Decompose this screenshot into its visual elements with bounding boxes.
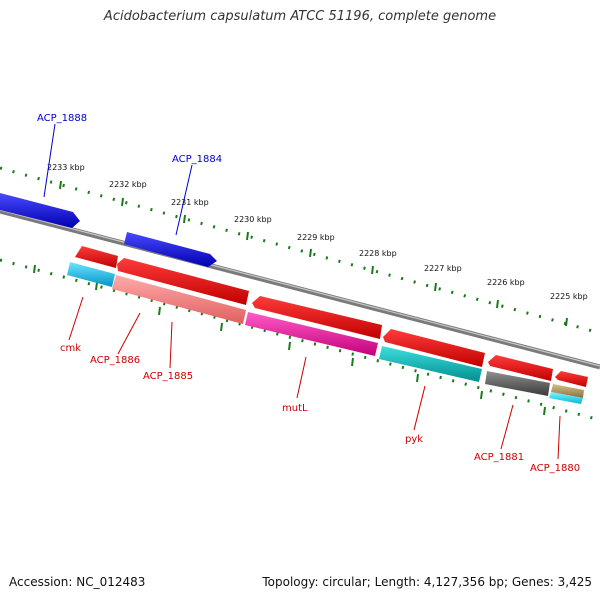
gene-row1-arrow[interactable] [117, 258, 249, 305]
tick-labels: 2233 kbp 2232 kbp 2231 kbp 2230 kbp 2229… [47, 163, 588, 301]
gene-acp1880-block[interactable] [551, 384, 584, 398]
gene-label-acp1885[interactable]: ACP_1885 [143, 371, 193, 382]
gene-acp1880-block[interactable] [549, 392, 583, 404]
page-title: Acidobacterium capsulatum ATCC 51196, co… [103, 9, 497, 24]
gene-label-acp1880[interactable]: ACP_1880 [530, 463, 580, 474]
gene-acp1886-block[interactable] [112, 275, 246, 324]
tick-label: 2233 kbp [47, 163, 85, 172]
genome-backbone [0, 208, 600, 370]
gene-pyk-block[interactable] [379, 346, 482, 382]
gene-row1-arrow[interactable] [383, 329, 485, 367]
gene-label-acp1884[interactable]: ACP_1884 [172, 154, 222, 165]
tick-label: 2226 kbp [487, 278, 525, 287]
inner-major-ticks [33, 264, 546, 416]
gene-row1-arrow[interactable] [75, 246, 118, 268]
genome-summary-text: Topology: circular; Length: 4,127,356 bp… [262, 575, 592, 589]
tick-label: 2229 kbp [297, 233, 335, 242]
accession-text: Accession: NC_012483 [9, 575, 146, 589]
gene-label-cmk[interactable]: cmk [60, 343, 81, 354]
gene-label-mutl[interactable]: mutL [282, 403, 308, 414]
gene-labels: ACP_1888 ACP_1884 cmk ACP_1886 ACP_1885 … [37, 113, 580, 474]
gene-row1-arrow[interactable] [252, 296, 382, 339]
tick-label: 2230 kbp [234, 215, 272, 224]
tick-label: 2231 kbp [171, 198, 209, 207]
outer-major-ticks [59, 180, 568, 327]
tick-label: 2228 kbp [359, 249, 397, 258]
tick-label: 2225 kbp [550, 292, 588, 301]
gene-acp1885-block[interactable] [245, 312, 378, 356]
tick-label: 2232 kbp [109, 180, 147, 189]
gene-row1-arrow[interactable] [555, 371, 588, 387]
leader-lines-reverse [68, 296, 561, 460]
gene-cmk-block[interactable] [67, 262, 115, 287]
leader-lines-forward [43, 123, 193, 236]
gene-acp1888-arrow[interactable] [0, 193, 80, 228]
gene-acp1881-block[interactable] [485, 371, 550, 396]
gene-label-acp1881[interactable]: ACP_1881 [474, 452, 524, 463]
gene-acp1884-arrow[interactable] [124, 232, 217, 267]
gene-label-pyk[interactable]: pyk [405, 434, 423, 445]
tick-label: 2227 kbp [424, 264, 462, 273]
gene-row1-arrow[interactable] [488, 355, 553, 381]
gene-label-acp1888[interactable]: ACP_1888 [37, 113, 87, 124]
gene-label-acp1886[interactable]: ACP_1886 [90, 355, 140, 366]
